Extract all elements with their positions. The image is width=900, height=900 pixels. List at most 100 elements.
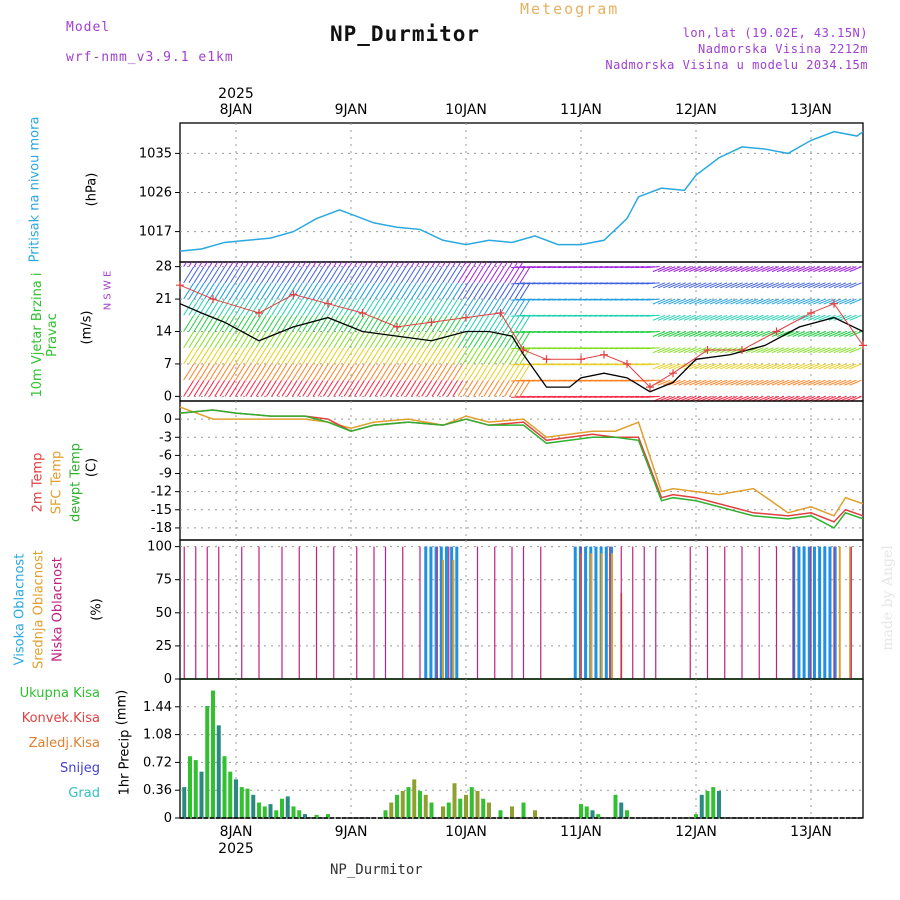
wind-arrow xyxy=(271,262,276,267)
wind-arrow xyxy=(183,262,188,267)
wind-arrow xyxy=(483,282,495,300)
wind-arrow xyxy=(787,282,800,289)
precip-bar xyxy=(464,794,468,818)
wind-arrow xyxy=(447,315,459,332)
top-day-label: 9JAN xyxy=(335,102,368,118)
wind-arrow xyxy=(421,363,433,381)
wind-arrow xyxy=(652,331,666,337)
precip-bar xyxy=(193,760,198,818)
wind-arrow xyxy=(694,363,707,370)
wind-arrow xyxy=(745,331,759,337)
wind-arrow xyxy=(250,347,262,365)
wind-arrow xyxy=(776,347,790,354)
wind-arrow xyxy=(354,380,365,397)
wind-arrow xyxy=(802,266,816,273)
precip-bar xyxy=(711,787,716,818)
wind-arrow xyxy=(839,298,852,305)
y-tick-label: 1.08 xyxy=(143,728,172,743)
precip-bar xyxy=(699,794,704,818)
y-tick-label: 0.36 xyxy=(143,783,172,798)
wind-arrow xyxy=(333,315,345,332)
wind-arrow xyxy=(714,266,728,273)
wind-gust-marker xyxy=(646,383,654,392)
wind-arrow xyxy=(240,347,252,365)
wind-arrow xyxy=(260,266,272,284)
wind-arrow xyxy=(488,347,500,365)
precip-bar xyxy=(412,779,417,818)
wind-arrow xyxy=(849,282,862,289)
wind-arrow xyxy=(488,299,500,316)
wind-arrow xyxy=(312,331,324,348)
high-cloud-bar xyxy=(444,546,448,679)
wind-arrow xyxy=(657,298,671,305)
wind-arrow xyxy=(421,262,426,267)
wind-arrow xyxy=(276,299,288,316)
wind-arrow xyxy=(808,347,821,354)
y-tick-label: -12 xyxy=(151,485,172,500)
high-cloud-bar xyxy=(828,546,832,679)
wind-arrow xyxy=(457,266,469,284)
precip-bar xyxy=(222,756,227,818)
wind-arrow xyxy=(761,331,774,337)
wind-arrow xyxy=(302,331,314,348)
wind-arrow xyxy=(442,347,453,365)
wind-arrow xyxy=(297,331,308,348)
wind-arrow xyxy=(473,347,484,365)
wind-arrow xyxy=(683,282,697,289)
wind-arrow xyxy=(462,347,474,365)
precip-bar xyxy=(239,787,244,818)
wind-arrow xyxy=(493,262,498,267)
wind-arrow xyxy=(271,363,283,381)
high-cloud-bar xyxy=(802,546,806,679)
wind-arrow xyxy=(286,266,298,284)
wind-arrow xyxy=(833,379,847,386)
wind-arrow xyxy=(457,363,469,381)
wind-arrow xyxy=(369,299,381,316)
wind-arrow xyxy=(436,380,448,397)
wind-arrow xyxy=(209,262,214,267)
wind-arrow xyxy=(276,262,281,267)
wind-arrow xyxy=(385,347,396,365)
wind-arrow xyxy=(823,347,836,354)
wind-arrow xyxy=(235,262,239,267)
wind-arrow xyxy=(849,266,862,273)
wind-arrow xyxy=(771,379,785,386)
pressure-panel: 1017 1026 1035 xyxy=(139,122,864,263)
wind-arrow xyxy=(281,266,293,284)
wind-arrow xyxy=(240,266,252,284)
wind-arrow xyxy=(771,298,785,305)
wind-arrow xyxy=(483,315,495,332)
wind-arrow xyxy=(452,299,464,316)
wind-gust-marker xyxy=(255,308,263,317)
wind-arrow xyxy=(657,347,671,354)
wind-arrow xyxy=(421,315,433,332)
bottom-day-label: 9JAN xyxy=(335,824,368,840)
wind-arrow xyxy=(229,266,241,284)
wind-arrow xyxy=(297,266,308,284)
wind-arrow xyxy=(704,282,717,289)
wind-arrow xyxy=(756,363,769,370)
wind-arrow xyxy=(328,363,339,381)
wind-arrow xyxy=(431,380,443,397)
wind-arrow xyxy=(808,298,821,305)
wind-gust-marker xyxy=(772,327,781,336)
wind-arrow xyxy=(302,347,314,365)
wind-arrow xyxy=(405,380,417,397)
wind-arrow xyxy=(488,380,500,397)
wind-arrow xyxy=(683,347,697,354)
wind-arrow xyxy=(782,314,795,321)
wind-arrow xyxy=(343,299,355,316)
wind-arrow xyxy=(266,262,270,267)
wind-arrow xyxy=(431,266,443,284)
wind-arrow xyxy=(740,282,754,289)
wind-arrow xyxy=(260,331,272,348)
wind-arrow xyxy=(673,363,686,370)
wind-arrow xyxy=(483,331,495,348)
wind-arrow xyxy=(198,282,210,300)
wind-arrow xyxy=(473,380,484,397)
wind-arrow xyxy=(286,363,298,381)
wind-arrow xyxy=(823,331,836,337)
wind-arrow xyxy=(291,347,303,365)
wind-arrow xyxy=(364,282,376,300)
wind-arrow xyxy=(673,314,686,321)
